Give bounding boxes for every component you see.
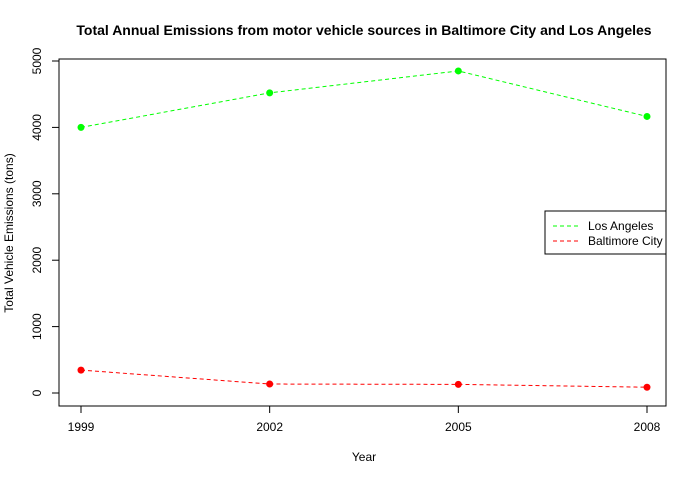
x-axis: 1999 2002 2005 2008 [68, 405, 661, 434]
x-tick-label: 2008 [634, 420, 661, 434]
series-line [80, 369, 648, 388]
legend-label: Baltimore City [588, 234, 663, 248]
series-baltimore-city [77, 366, 651, 391]
x-tick-label: 2002 [256, 420, 283, 434]
series-los-angeles [77, 67, 651, 131]
y-tick-label: 4000 [30, 114, 44, 141]
data-point [643, 383, 651, 391]
y-tick-label: 0 [30, 389, 44, 396]
x-tick-label: 2005 [445, 420, 472, 434]
legend-label: Los Angeles [588, 219, 653, 233]
x-axis-label: Year [352, 450, 376, 464]
data-point [77, 366, 85, 374]
data-point [454, 380, 462, 388]
y-axis: 0 1000 2000 3000 4000 5000 [30, 47, 60, 396]
series-layer [77, 67, 651, 391]
data-point [454, 67, 462, 75]
data-point [266, 89, 274, 97]
x-tick-label: 1999 [68, 420, 95, 434]
data-point [266, 380, 274, 388]
y-tick-label: 2000 [30, 247, 44, 274]
y-tick-label: 5000 [30, 47, 44, 74]
series-line [80, 70, 648, 128]
data-point [77, 123, 85, 131]
y-tick-label: 1000 [30, 313, 44, 340]
y-axis-label: Total Vehicle Emissions (tons) [2, 153, 16, 312]
chart-title: Total Annual Emissions from motor vehicl… [76, 22, 651, 38]
legend-box [544, 210, 667, 255]
y-tick-label: 3000 [30, 180, 44, 207]
data-point [643, 112, 651, 120]
